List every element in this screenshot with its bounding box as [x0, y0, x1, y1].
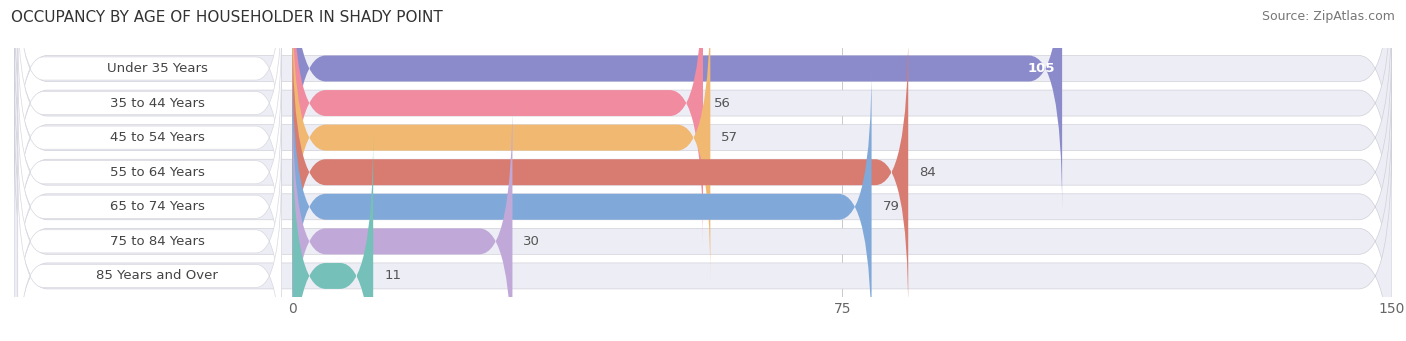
FancyBboxPatch shape [18, 28, 281, 247]
Text: 45 to 54 Years: 45 to 54 Years [110, 131, 204, 144]
FancyBboxPatch shape [292, 0, 703, 246]
FancyBboxPatch shape [292, 99, 512, 341]
FancyBboxPatch shape [18, 0, 281, 178]
FancyBboxPatch shape [18, 132, 281, 341]
Text: 35 to 44 Years: 35 to 44 Years [110, 97, 204, 109]
FancyBboxPatch shape [14, 0, 1392, 280]
FancyBboxPatch shape [14, 64, 1392, 341]
Text: 65 to 74 Years: 65 to 74 Years [110, 200, 204, 213]
Text: 56: 56 [714, 97, 731, 109]
FancyBboxPatch shape [292, 0, 710, 280]
FancyBboxPatch shape [14, 99, 1392, 341]
Text: 11: 11 [384, 269, 401, 282]
Text: Source: ZipAtlas.com: Source: ZipAtlas.com [1261, 10, 1395, 23]
FancyBboxPatch shape [18, 0, 281, 212]
Text: 57: 57 [721, 131, 738, 144]
Text: OCCUPANCY BY AGE OF HOUSEHOLDER IN SHADY POINT: OCCUPANCY BY AGE OF HOUSEHOLDER IN SHADY… [11, 10, 443, 25]
Text: 75 to 84 Years: 75 to 84 Years [110, 235, 204, 248]
FancyBboxPatch shape [18, 63, 281, 282]
Text: 30: 30 [523, 235, 540, 248]
FancyBboxPatch shape [292, 64, 872, 341]
FancyBboxPatch shape [14, 30, 1392, 315]
FancyBboxPatch shape [14, 133, 1392, 341]
FancyBboxPatch shape [292, 0, 1062, 211]
FancyBboxPatch shape [292, 30, 908, 315]
FancyBboxPatch shape [14, 0, 1392, 246]
FancyBboxPatch shape [14, 0, 1392, 211]
Text: 79: 79 [883, 200, 900, 213]
Text: Under 35 Years: Under 35 Years [107, 62, 208, 75]
FancyBboxPatch shape [18, 166, 281, 341]
Text: 105: 105 [1028, 62, 1054, 75]
Text: 85 Years and Over: 85 Years and Over [96, 269, 218, 282]
FancyBboxPatch shape [292, 133, 373, 341]
Text: 84: 84 [920, 166, 936, 179]
Text: 55 to 64 Years: 55 to 64 Years [110, 166, 204, 179]
FancyBboxPatch shape [18, 97, 281, 316]
